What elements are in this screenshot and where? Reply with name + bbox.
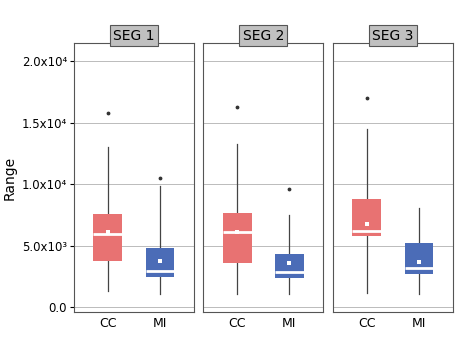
Y-axis label: Range: Range [2, 155, 16, 200]
Bar [275, 255, 304, 278]
Bar [146, 248, 174, 277]
Bar [353, 199, 381, 236]
Bar [405, 244, 433, 274]
Title: SEG 1: SEG 1 [113, 29, 155, 43]
Title: SEG 2: SEG 2 [243, 29, 284, 43]
Bar [223, 213, 252, 263]
Bar [93, 214, 122, 261]
Title: SEG 3: SEG 3 [372, 29, 413, 43]
